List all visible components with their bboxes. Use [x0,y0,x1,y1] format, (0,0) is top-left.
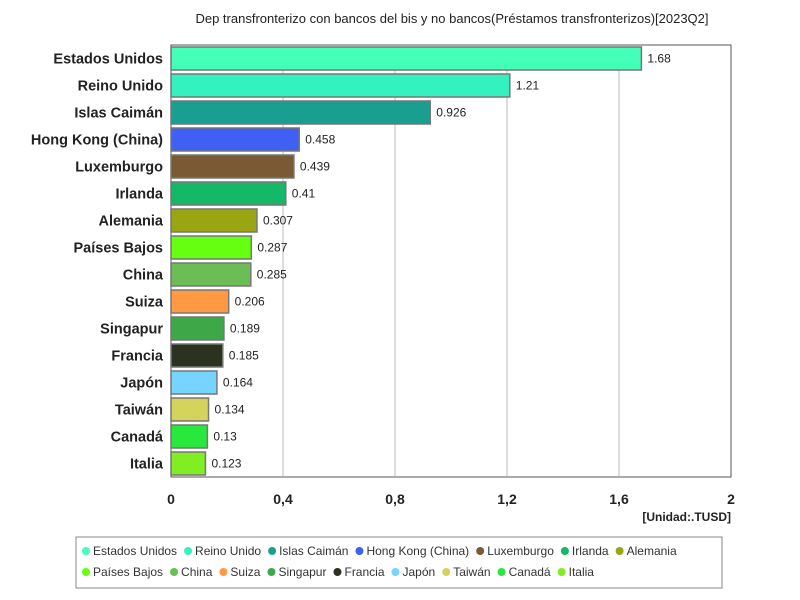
legend-item-15: Italia [569,565,595,579]
bar-5 [170,181,287,206]
legend-marker-7 [82,568,90,576]
x-tick-label-2: 0,8 [385,491,405,507]
value-label-11: 0.185 [229,349,259,363]
bar-13 [170,397,210,422]
legend: Estados Unidos Reino Unido Islas Caimán Hon… [75,536,723,589]
bar-3 [170,127,300,152]
category-label-4: Luxemburgo [75,160,163,176]
legend-item-1: Reino Unido [195,544,261,558]
category-label-14: Canadá [111,430,164,446]
category-label-0: Estados Unidos [53,52,163,68]
bar-7 [170,235,253,260]
x-tick-label-4: 1,6 [609,491,629,507]
legend-item-13: Taiwán [453,565,490,579]
legend-marker-4 [476,547,485,555]
legend-marker-12 [391,568,400,576]
value-label-1: 1.21 [516,79,540,93]
legend-marker-3 [355,547,364,555]
value-label-5: 0.41 [292,187,316,201]
legend-marker-9 [219,568,228,576]
bar-2 [170,100,432,125]
legend-marker-0 [82,547,90,555]
legend-marker-14 [497,568,506,576]
value-label-2: 0.926 [436,106,466,120]
value-label-8: 0.285 [257,268,287,282]
x-tick-label-0: 0 [167,491,175,507]
legend-item-14: Canadá [509,565,551,579]
legend-item-8: China [181,565,213,579]
bar-10 [170,316,225,341]
legend-item-5: Irlanda [572,544,609,558]
category-label-13: Taiwán [115,403,163,419]
legend-marker-15 [557,568,566,576]
legend-marker-13 [442,568,451,576]
legend-item-6: Alemania [627,544,677,558]
bar-6 [170,208,258,233]
legend-marker-11 [333,568,342,576]
legend-item-4: Luxemburgo [487,544,554,558]
bar-14 [170,424,209,449]
legend-item-9: Suiza [230,565,260,579]
bar-11 [170,343,224,368]
legend-item-0: Estados Unidos [93,544,177,558]
value-label-4: 0.439 [300,160,330,174]
bar-8 [170,262,252,287]
legend-item-11: Francia [344,565,384,579]
plot-area: 0 0,4 0,8 1,2 1,6 2 Estados Unidos 1.68 Reino Un… [31,44,735,507]
category-label-2: Islas Caimán [74,106,163,122]
category-label-11: Francia [111,349,164,365]
bar-4 [170,154,295,179]
value-label-14: 0.13 [213,430,237,444]
category-label-1: Reino Unido [78,79,164,95]
legend-item-7: Países Bajos [93,565,163,579]
legend-marker-6 [615,547,624,555]
x-tick-label-1: 0,4 [273,491,293,507]
bar-0 [170,46,643,71]
legend-marker-5 [560,547,569,555]
legend-marker-10 [267,568,276,576]
value-label-13: 0.134 [215,403,245,417]
value-label-12: 0.164 [223,376,253,390]
legend-marker-8 [170,568,179,576]
value-label-15: 0.123 [211,457,241,471]
value-label-7: 0.287 [257,241,287,255]
value-label-3: 0.458 [305,133,335,147]
chart-title: Dep transfronterizo con bancos del bis y… [195,11,708,26]
bar-12 [170,370,218,395]
category-label-5: Irlanda [115,187,163,203]
category-label-8: China [123,268,164,284]
legend-marker-2 [268,547,277,555]
legend-item-2: Islas Caimán [279,544,348,558]
category-label-10: Singapur [100,322,163,338]
x-tick-label-5: 2 [727,491,735,507]
value-label-6: 0.307 [263,214,293,228]
legend-item-10: Singapur [278,565,326,579]
bar-1 [170,73,511,98]
category-label-12: Japón [120,376,163,392]
legend-frame [75,536,723,589]
legend-item-12: Japón [403,565,436,579]
value-label-10: 0.189 [230,322,260,336]
value-label-0: 1.68 [647,52,671,66]
bar-9 [170,289,230,314]
category-label-15: Italia [130,457,164,473]
bar-15 [170,451,207,476]
category-label-6: Alemania [99,214,164,230]
category-label-7: Países Bajos [74,241,163,257]
category-label-3: Hong Kong (China) [31,133,163,149]
legend-marker-1 [184,547,193,555]
x-tick-label-3: 1,2 [497,491,517,507]
unit-label: [Unidad:.TUSD] [642,510,731,524]
legend-item-3: Hong Kong (China) [366,544,469,558]
category-label-9: Suiza [125,295,164,311]
value-label-9: 0.206 [235,295,265,309]
